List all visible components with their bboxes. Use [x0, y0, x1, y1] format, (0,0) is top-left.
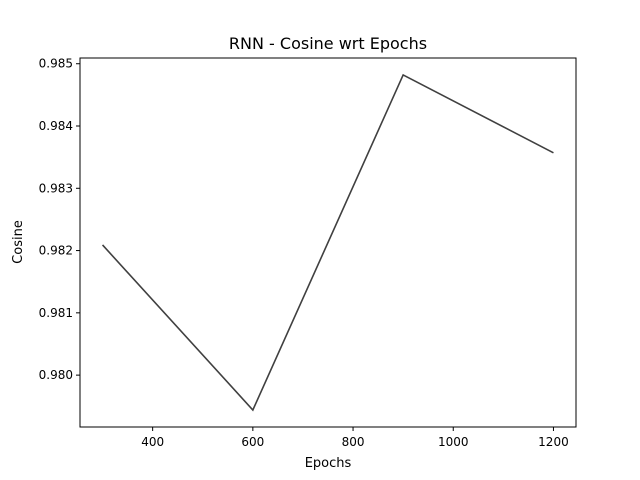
x-tick-label: 800 — [342, 435, 365, 449]
y-tick-label: 0.981 — [39, 306, 73, 320]
y-tick-label: 0.980 — [39, 368, 73, 382]
chart-title: RNN - Cosine wrt Epochs — [229, 34, 427, 53]
y-axis-label: Cosine — [11, 220, 26, 264]
y-tick-label: 0.985 — [39, 57, 73, 71]
x-tick-label: 1200 — [538, 435, 569, 449]
x-tick-label: 1000 — [438, 435, 469, 449]
plot-frame — [79, 57, 577, 428]
series-line — [101, 73, 554, 412]
y-tick-label: 0.982 — [39, 244, 73, 258]
y-tick-label: 0.984 — [39, 119, 73, 133]
y-axis: 0.980 0.981 0.982 0.983 0.984 0.985 — [39, 57, 80, 382]
x-tick-label: 600 — [241, 435, 264, 449]
x-axis-label: Epochs — [305, 456, 352, 471]
y-tick-label: 0.983 — [39, 181, 73, 195]
x-tick-label: 400 — [141, 435, 164, 449]
plot-area — [79, 57, 577, 428]
x-axis: 400 600 800 1000 1200 — [141, 427, 569, 449]
